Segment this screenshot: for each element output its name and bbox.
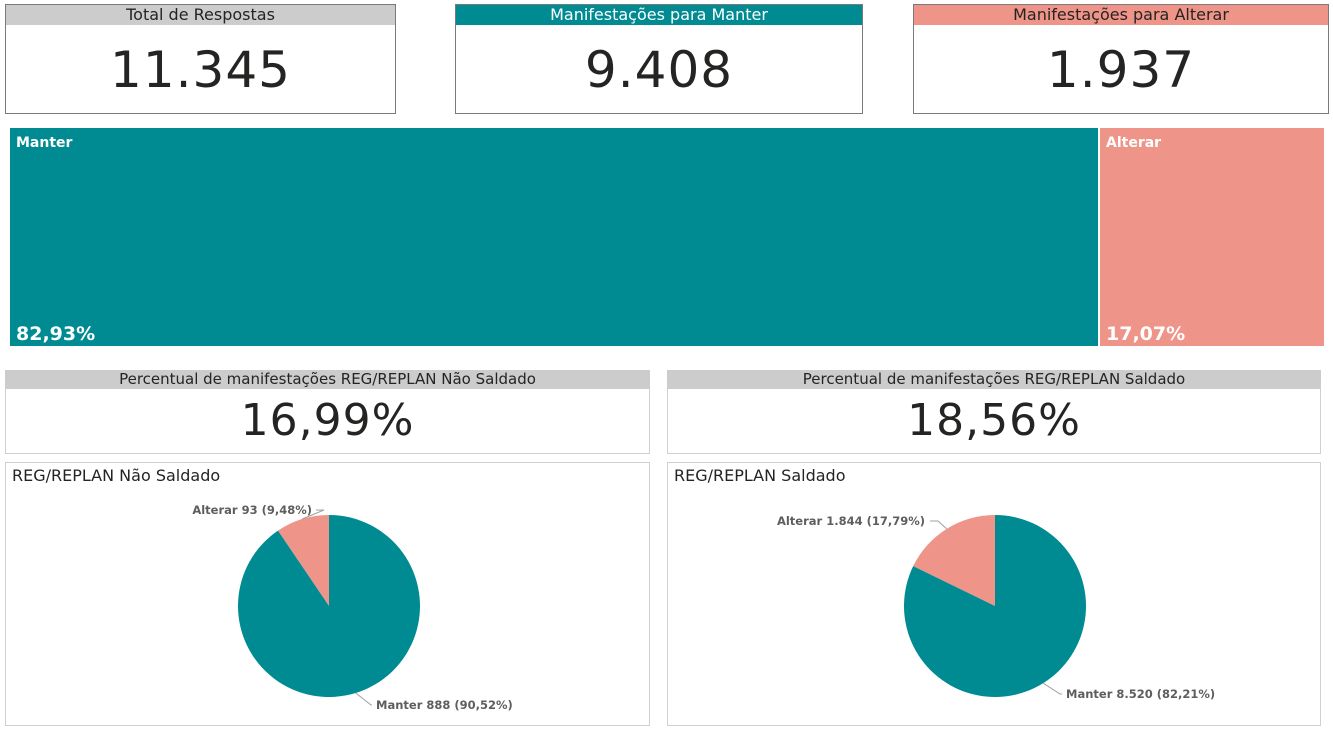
pct-card-saldado: Percentual de manifestações REG/REPLAN S… — [667, 370, 1321, 454]
kpi-card-total: Total de Respostas 11.345 — [5, 4, 396, 114]
pie-label-manter: Manter 888 (90,52%) — [376, 698, 513, 712]
pie-slice-manter[interactable] — [904, 515, 1086, 697]
pct-saldado-label: Percentual de manifestações REG/REPLAN S… — [667, 370, 1321, 389]
pie-leader-line — [355, 692, 372, 706]
kpi-total-value: 11.345 — [110, 41, 291, 99]
pie-leader-line — [930, 520, 948, 530]
kpi-alterar-value: 1.937 — [1046, 41, 1196, 99]
pie-chart-saldado: Alterar 1.844 (17,79%) Manter 8.520 (82,2… — [777, 514, 1215, 701]
treemap-tile-manter-value: 82,93% — [16, 323, 96, 345]
kpi-alterar-label: Manifestações para Alterar — [914, 5, 1328, 25]
treemap-chart: Manter 82,93% Alterar 17,07% — [10, 128, 1324, 346]
pie-label-alterar: Alterar 93 (9,48%) — [192, 503, 312, 517]
treemap-tile-alterar-name: Alterar — [1106, 135, 1162, 151]
pie-card-nao-saldado: REG/REPLAN Não Saldado Alterar 93 (9,48%… — [5, 462, 650, 726]
kpi-card-alterar: Manifestações para Alterar 1.937 — [913, 4, 1329, 114]
pie-label-manter: Manter 8.520 (82,21%) — [1066, 687, 1215, 701]
pct-nao-saldado-label: Percentual de manifestações REG/REPLAN N… — [5, 370, 650, 389]
kpi-manter-label: Manifestações para Manter — [456, 5, 862, 25]
treemap-tile-alterar-value: 17,07% — [1106, 323, 1186, 345]
pie-chart-nao-saldado: Alterar 93 (9,48%) Manter 888 (90,52%) — [192, 503, 513, 712]
treemap-tile-alterar[interactable]: Alterar 17,07% — [1100, 128, 1324, 346]
treemap-tile-manter-name: Manter — [16, 135, 73, 151]
pie-leader-line — [1042, 682, 1062, 695]
pie-slice-manter[interactable] — [238, 515, 420, 697]
pie-slice-alterar[interactable] — [913, 515, 995, 606]
pie-leader-line — [302, 509, 325, 520]
pct-card-nao-saldado: Percentual de manifestações REG/REPLAN N… — [5, 370, 650, 454]
pie-label-alterar: Alterar 1.844 (17,79%) — [777, 514, 925, 528]
pct-saldado-value: 18,56% — [907, 395, 1081, 446]
pie-slice-alterar[interactable] — [277, 515, 329, 606]
pie-nao-saldado-title: REG/REPLAN Não Saldado — [12, 466, 221, 485]
pct-nao-saldado-value: 16,99% — [240, 395, 415, 446]
pie-card-saldado: REG/REPLAN Saldado Alterar 1.844 (17,79%… — [667, 462, 1321, 726]
kpi-card-manter: Manifestações para Manter 9.408 — [455, 4, 863, 114]
pie-saldado-title: REG/REPLAN Saldado — [674, 466, 846, 485]
kpi-manter-value: 9.408 — [584, 41, 734, 99]
treemap-tile-manter[interactable]: Manter 82,93% — [10, 128, 1098, 346]
kpi-total-label: Total de Respostas — [6, 5, 395, 25]
